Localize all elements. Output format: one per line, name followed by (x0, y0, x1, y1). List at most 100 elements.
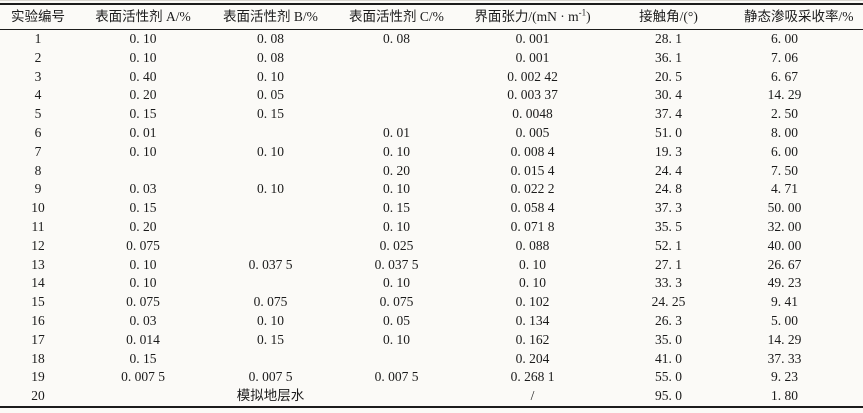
table-cell-surfactant-a: 0. 075 (126, 294, 160, 310)
table-cell-interfacial-tension: 0. 005 (515, 124, 550, 140)
table-cell-interfacial-tension: 0. 008 4 (510, 143, 555, 159)
table-row: 19 0. 007 5 0. 007 5 0. 007 5 0. 268 1 55. 0 9… (0, 368, 863, 387)
table-cell-surfactant-b (210, 350, 331, 369)
table-cell-recovery: 37. 33 (767, 350, 802, 366)
table-cell-surfactant-b (210, 218, 331, 237)
table-cell-contact-angle: 41. 0 (655, 350, 682, 366)
table-row: 16 0. 03 0. 10 0. 05 0. 134 26. 3 5. 00 (0, 312, 863, 331)
table-cell-surfactant-a: 0. 10 (129, 49, 157, 65)
table-cell-exp-no: 9 (34, 181, 42, 197)
table-cell-contact-angle: 35. 0 (655, 331, 682, 347)
table-cell-surfactant-b (210, 162, 331, 181)
table-row: 7 0. 10 0. 10 0. 10 0. 008 4 19. 3 6. 00 (0, 143, 863, 162)
table-cell-recovery: 6. 00 (771, 31, 798, 46)
table-cell-recovery: 6. 00 (771, 143, 798, 159)
table-cell-exp-no: 8 (34, 162, 42, 178)
table-cell-surfactant-c: 0. 007 5 (374, 369, 419, 385)
table-cell-contact-angle: 52. 1 (655, 237, 682, 253)
table-cell-exp-no: 4 (34, 87, 42, 103)
table-cell-contact-angle: 37. 3 (655, 200, 682, 216)
table-cell-recovery: 7. 06 (771, 49, 798, 65)
table-cell-surfactant-b: 模拟地层水 (210, 387, 331, 408)
table-cell-exp-no: 18 (31, 350, 45, 366)
table-cell-contact-angle: 24. 8 (655, 181, 682, 197)
table-cell-exp-no: 17 (31, 331, 45, 347)
table-cell-recovery: 7. 50 (771, 162, 798, 178)
table-cell-interfacial-tension: 0. 001 (515, 49, 550, 65)
table-cell-contact-angle: 20. 5 (655, 68, 682, 84)
table-cell-exp-no: 7 (34, 143, 42, 159)
table-cell-surfactant-c: 0. 10 (383, 275, 410, 291)
table-cell-contact-angle: 24. 25 (651, 294, 686, 310)
table-cell-interfacial-tension: 0. 003 37 (507, 87, 558, 103)
table-header-row: 实验编号 表面活性剂 A/% 表面活性剂 B/% 表面活性剂 C/% 界面张力/(mN … (0, 3, 863, 30)
table-cell-exp-no: 15 (31, 294, 45, 310)
table-body: 1 0. 10 0. 08 0. 08 0. 001 28. 1 6. 00 2 0. 10 0.… (0, 30, 863, 408)
table-row: 9 0. 03 0. 10 0. 10 0. 022 2 24. 8 4. 71 (0, 180, 863, 199)
table-cell-surfactant-b: 0. 037 5 (248, 256, 293, 272)
column-header-text: ) (586, 9, 591, 24)
table-cell-surfactant-a: 0. 075 (126, 237, 160, 253)
table-cell-surfactant-b (210, 124, 331, 143)
table-row: 4 0. 20 0. 05 0. 003 37 30. 4 14. 29 (0, 86, 863, 105)
table-cell-surfactant-a: 0. 10 (129, 31, 157, 46)
table-cell-surfactant-b: 0. 10 (257, 312, 284, 328)
table-cell-surfactant-b: 0. 05 (257, 87, 284, 103)
table-cell-surfactant-c (331, 68, 462, 87)
table-cell-surfactant-a: 0. 15 (129, 200, 157, 216)
table-row: 5 0. 15 0. 15 0. 0048 37. 4 2. 50 (0, 105, 863, 124)
column-header-surfactant-c: 表面活性剂 C/% (331, 3, 462, 30)
table-cell-interfacial-tension: 0. 0048 (512, 106, 553, 122)
table-cell-surfactant-b (210, 274, 331, 293)
column-header-recovery: 静态渗吸采收率/% (744, 3, 863, 30)
table-cell-interfacial-tension: 0. 10 (519, 256, 546, 272)
table-cell-contact-angle: 35. 5 (655, 218, 682, 234)
table-cell-exp-no: 6 (34, 124, 42, 140)
table-cell-surfactant-c (331, 387, 462, 408)
table-cell-surfactant-a: 0. 40 (129, 68, 157, 84)
table-cell-contact-angle: 27. 1 (655, 256, 682, 272)
table-cell-surfactant-c: 0. 037 5 (374, 256, 419, 272)
table-cell-surfactant-a: 0. 03 (129, 181, 157, 197)
table-cell-exp-no: 13 (31, 256, 45, 272)
table-row: 12 0. 075 0. 025 0. 088 52. 1 40. 00 (0, 237, 863, 256)
table-header: 实验编号 表面活性剂 A/% 表面活性剂 B/% 表面活性剂 C/% 界面张力/(mN … (0, 3, 863, 30)
table-cell-interfacial-tension: 0. 001 (515, 31, 550, 46)
table-cell-surfactant-c: 0. 10 (383, 181, 410, 197)
table-cell-exp-no: 11 (31, 218, 45, 234)
table-cell-surfactant-c (331, 105, 462, 124)
table-row: 2 0. 10 0. 08 0. 001 36. 1 7. 06 (0, 49, 863, 68)
table-cell-surfactant-b: 0. 075 (253, 294, 288, 310)
column-header-contact-angle: 接触角/(°) (603, 3, 744, 30)
table-cell-contact-angle: 51. 0 (655, 124, 682, 140)
table-cell-surfactant-b: 0. 08 (257, 49, 284, 65)
column-header-surfactant-b: 表面活性剂 B/% (210, 3, 331, 30)
table-cell-surfactant-c (331, 350, 462, 369)
table-cell-recovery: 50. 00 (767, 200, 802, 216)
table-cell-interfacial-tension: 0. 002 42 (507, 68, 558, 84)
table-row: 13 0. 10 0. 037 5 0. 037 5 0. 10 27. 1 26. 67 (0, 256, 863, 275)
table-cell-exp-no: 3 (34, 68, 42, 84)
table-cell-interfacial-tension: 0. 058 4 (510, 200, 555, 216)
table-cell-contact-angle: 33. 3 (655, 275, 682, 291)
table-cell-interfacial-tension: 0. 162 (515, 331, 550, 347)
table-cell-recovery: 6. 67 (771, 68, 798, 84)
table-cell-surfactant-b (210, 237, 331, 256)
table-row: 17 0. 014 0. 15 0. 10 0. 162 35. 0 14. 29 (0, 331, 863, 350)
table-cell-recovery: 9. 41 (771, 294, 798, 310)
table-cell-contact-angle: 30. 4 (655, 87, 682, 103)
table-cell-surfactant-c (331, 86, 462, 105)
table-cell-surfactant-b: 0. 10 (257, 68, 284, 84)
table-cell-surfactant-a (76, 387, 210, 408)
table-row: 1 0. 10 0. 08 0. 08 0. 001 28. 1 6. 00 (0, 30, 863, 49)
table-cell-contact-angle: 55. 0 (655, 369, 682, 385)
table-row: 10 0. 15 0. 15 0. 058 4 37. 3 50. 00 (0, 199, 863, 218)
table-cell-exp-no: 16 (31, 312, 45, 328)
table-cell-surfactant-a: 0. 15 (129, 350, 157, 366)
table-cell-recovery: 32. 00 (767, 218, 802, 234)
table-cell-surfactant-a: 0. 10 (129, 256, 157, 272)
table-cell-surfactant-a: 0. 20 (129, 87, 157, 103)
table-row: 20 模拟地层水 /95. 0 1. 80 (0, 387, 863, 408)
table-cell-surfactant-c: 0. 05 (383, 312, 410, 328)
table-cell-surfactant-a: 0. 014 (126, 331, 160, 347)
